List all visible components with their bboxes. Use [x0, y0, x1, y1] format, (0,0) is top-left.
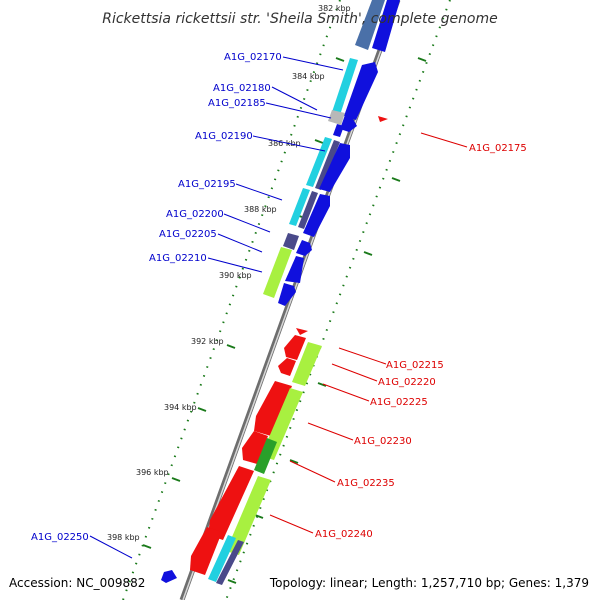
gene-feature[interactable] — [190, 527, 222, 575]
gene-feature[interactable] — [372, 0, 400, 52]
tick-mark — [227, 579, 237, 584]
tick-label: 398 kbp — [107, 533, 140, 542]
gene-feature[interactable] — [292, 342, 322, 386]
tick-mark — [226, 344, 236, 349]
gene-label[interactable]: A1G_02220 — [378, 377, 436, 388]
gene-label[interactable]: A1G_02205 — [159, 229, 217, 240]
gene-feature[interactable] — [333, 124, 344, 137]
gene-feature[interactable] — [296, 328, 308, 335]
label-leaders — [89, 56, 468, 559]
gene-feature[interactable] — [340, 115, 357, 132]
gene-label[interactable]: A1G_02170 — [224, 52, 282, 63]
gene-feature[interactable] — [306, 137, 332, 187]
gene-feature[interactable] — [226, 476, 271, 555]
gene-feature[interactable] — [303, 194, 330, 237]
gene-feature[interactable] — [296, 240, 312, 256]
tick-mark — [254, 514, 264, 519]
gene-label[interactable]: A1G_02240 — [315, 529, 373, 540]
tick-label: 394 kbp — [164, 403, 197, 412]
gene-feature[interactable] — [285, 256, 304, 283]
gene-feature[interactable] — [278, 358, 296, 376]
tick-mark — [391, 177, 401, 182]
reverse-strand-features — [190, 116, 388, 585]
gene-feature[interactable] — [216, 540, 244, 585]
tick-mark — [417, 57, 427, 62]
tick-label: 382 kbp — [318, 4, 351, 13]
tick-label: 388 kbp — [244, 205, 277, 214]
gene-label[interactable]: A1G_02180 — [213, 83, 271, 94]
gene-feature[interactable] — [319, 143, 350, 192]
topology-summary: Topology: linear; Length: 1,257,710 bp; … — [269, 576, 589, 590]
forward-strand-features — [161, 0, 400, 583]
gene-feature[interactable] — [283, 233, 299, 250]
gene-label[interactable]: A1G_02210 — [149, 253, 207, 264]
gene-feature[interactable] — [208, 535, 236, 582]
gene-feature[interactable] — [332, 58, 358, 115]
tick-mark — [314, 139, 324, 144]
forward-gene-labels: A1G_02170 A1G_02180 A1G_02185 A1G_02190 … — [31, 52, 282, 543]
gene-feature[interactable] — [315, 140, 340, 190]
gene-feature[interactable] — [263, 247, 292, 298]
gene-feature[interactable] — [328, 110, 345, 125]
gene-label[interactable]: A1G_02190 — [195, 131, 253, 142]
tick-label: 396 kbp — [136, 468, 169, 477]
tick-mark — [363, 251, 373, 256]
gene-feature[interactable] — [289, 188, 310, 226]
gene-feature[interactable] — [242, 431, 268, 464]
tick-mark — [171, 477, 181, 482]
tick-mark — [335, 57, 345, 62]
gene-feature[interactable] — [298, 191, 318, 229]
gene-label[interactable]: A1G_02235 — [337, 478, 395, 489]
gene-feature[interactable] — [278, 283, 296, 306]
gene-label[interactable]: A1G_02175 — [469, 143, 527, 154]
gene-feature[interactable] — [208, 466, 254, 540]
gene-feature[interactable] — [161, 570, 177, 583]
gene-feature[interactable] — [254, 438, 277, 474]
accession-text: Accession: NC_009882 — [9, 576, 145, 590]
tick-mark — [289, 459, 299, 464]
tick-label: 384 kbp — [292, 72, 325, 81]
tick-mark — [317, 382, 327, 387]
gene-feature[interactable] — [378, 116, 388, 122]
tick-mark — [197, 407, 207, 412]
gene-label[interactable]: A1G_02200 — [166, 209, 224, 220]
map-title: Rickettsia rickettsii str. 'Sheila Smith… — [102, 11, 498, 27]
tick-label: 386 kbp — [268, 139, 301, 148]
gene-label[interactable]: A1G_02230 — [354, 436, 412, 447]
gene-label[interactable]: A1G_02250 — [31, 532, 89, 543]
tick-label: 390 kbp — [219, 271, 252, 280]
gene-feature[interactable] — [254, 381, 292, 436]
gene-feature[interactable] — [344, 62, 378, 120]
gene-label[interactable]: A1G_02185 — [208, 98, 266, 109]
reverse-gene-labels: A1G_02175 A1G_02215 A1G_02220 A1G_02225 … — [315, 143, 527, 540]
tick-label: 392 kbp — [191, 337, 224, 346]
gene-label[interactable]: A1G_02225 — [370, 397, 428, 408]
gene-label[interactable]: A1G_02215 — [386, 360, 444, 371]
tick-mark — [142, 544, 152, 549]
gene-feature[interactable] — [355, 0, 385, 50]
tick-labels: 382 kbp 384 kbp 386 kbp 388 kbp 390 kbp … — [107, 4, 351, 542]
gene-label[interactable]: A1G_02195 — [178, 179, 236, 190]
gene-feature[interactable] — [284, 335, 306, 360]
